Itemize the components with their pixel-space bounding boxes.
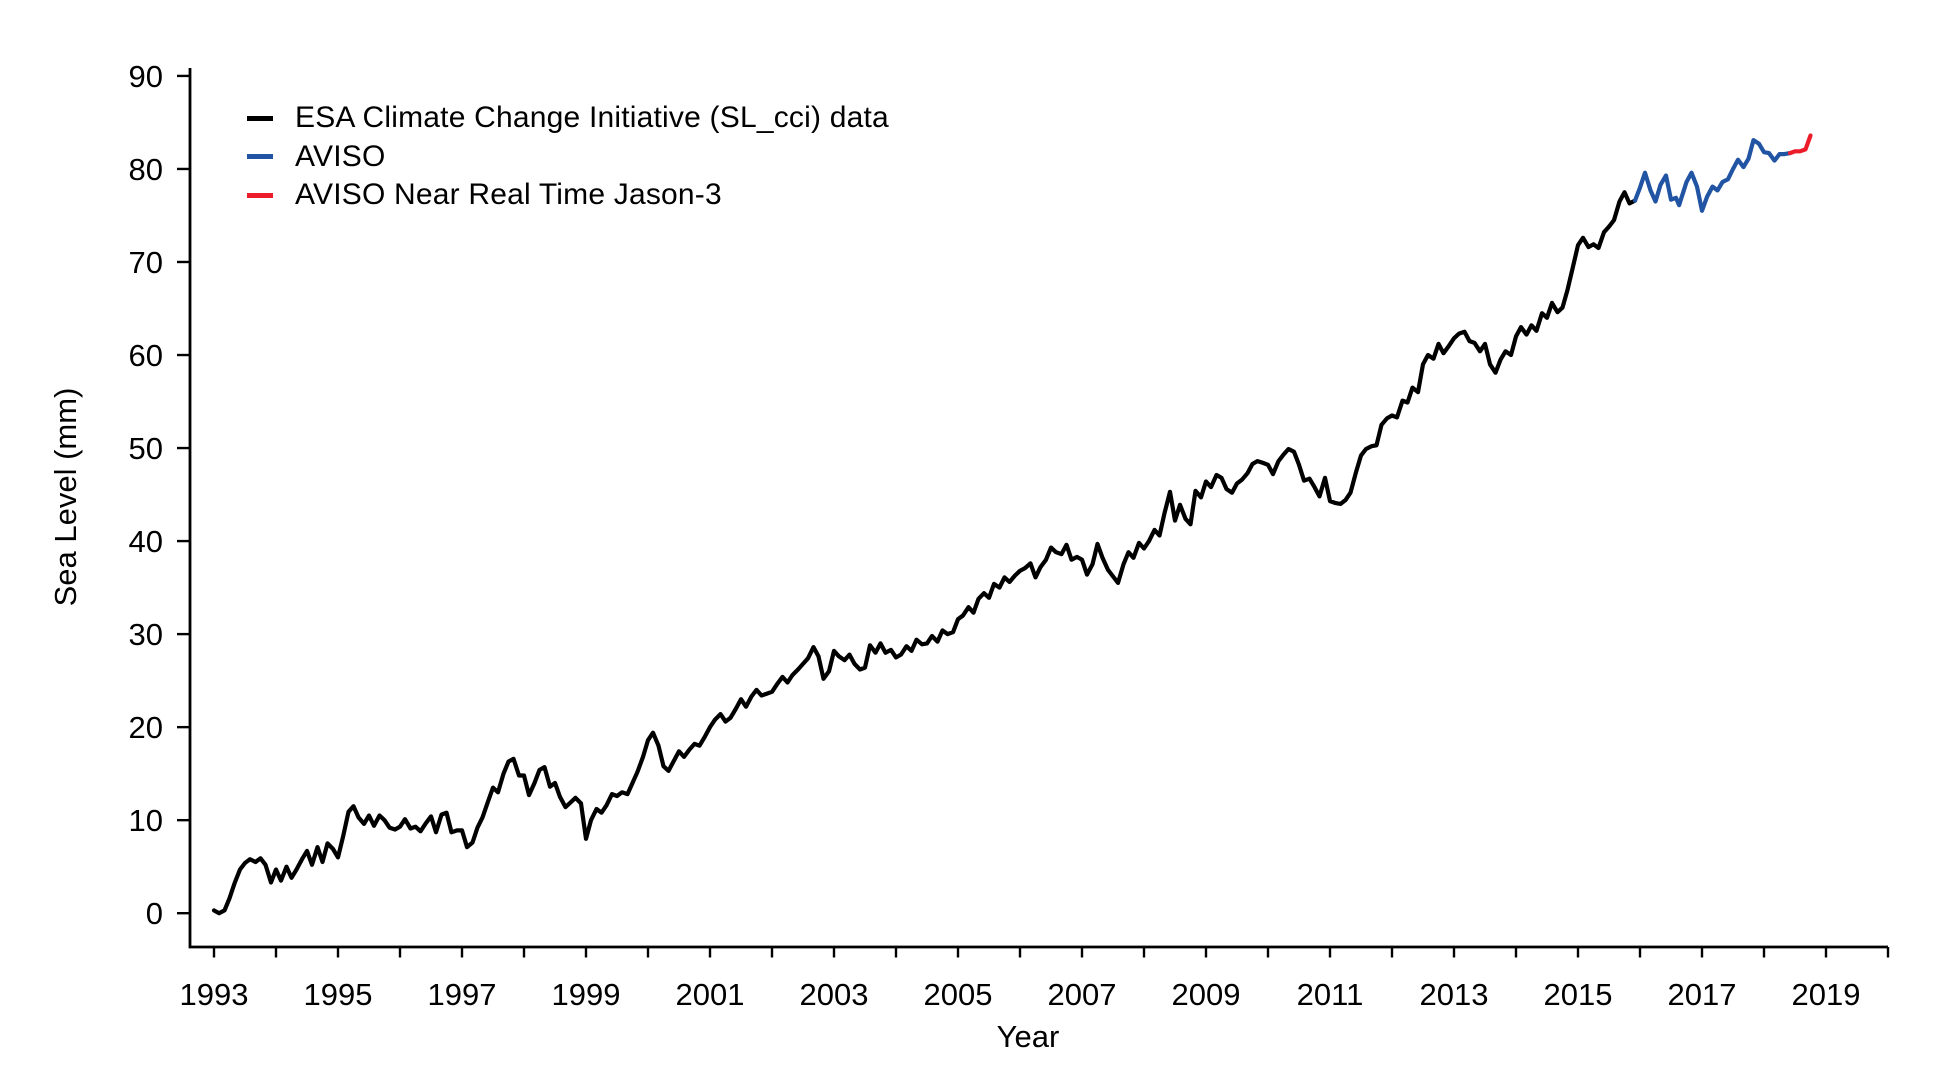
- x-tick-label: 1997: [428, 977, 497, 1012]
- y-tick-label: 60: [129, 338, 163, 373]
- legend-swatch-aviso-icon: [247, 154, 273, 160]
- y-tick-label: 40: [129, 524, 163, 559]
- y-tick-label: 20: [129, 710, 163, 745]
- x-tick-label: 1995: [304, 977, 373, 1012]
- x-tick-label: 2001: [676, 977, 745, 1012]
- y-axis-title: Sea Level (mm): [48, 387, 83, 607]
- y-tick-label: 90: [129, 59, 163, 94]
- x-axis-title: Year: [996, 1019, 1060, 1054]
- legend-item-esa: ESA Climate Change Initiative (SL_cci) d…: [247, 99, 889, 138]
- x-tick-label: 1999: [552, 977, 621, 1012]
- series-esa-cci-line: [211, 190, 1638, 916]
- y-tick-label: 30: [129, 617, 163, 652]
- y-tick-label: 0: [146, 896, 163, 931]
- y-tick-label: 70: [129, 245, 163, 280]
- x-tick-label: 2009: [1172, 977, 1241, 1012]
- axis-spine: [188, 68, 1888, 949]
- x-tick-label: 2007: [1048, 977, 1117, 1012]
- y-tick-label: 10: [129, 803, 163, 838]
- series-jason3-line: [1787, 133, 1813, 156]
- x-tick-label: 2011: [1297, 977, 1364, 1012]
- legend-item-jason3: AVISO Near Real Time Jason-3: [247, 176, 889, 215]
- legend-label-jason3: AVISO Near Real Time Jason-3: [295, 178, 722, 212]
- series-aviso-line: [1632, 138, 1793, 213]
- legend-label-aviso: AVISO: [295, 139, 386, 173]
- x-tick-label: 2005: [924, 977, 993, 1012]
- x-tick-label: 2019: [1792, 977, 1861, 1012]
- x-tick-label: 2017: [1668, 977, 1737, 1012]
- y-tick-label: 50: [129, 431, 163, 466]
- legend-item-aviso: AVISO: [247, 138, 889, 177]
- legend-label-esa: ESA Climate Change Initiative (SL_cci) d…: [295, 101, 889, 135]
- legend-swatch-jason3-icon: [247, 192, 273, 198]
- x-tick-label: 2013: [1420, 977, 1489, 1012]
- x-tick-label: 1993: [180, 977, 249, 1012]
- legend: ESA Climate Change Initiative (SL_cci) d…: [247, 99, 889, 215]
- y-tick-label: 80: [129, 152, 163, 187]
- x-tick-label: 2003: [800, 977, 869, 1012]
- legend-swatch-esa-icon: [247, 115, 273, 121]
- x-tick-label: 2015: [1544, 977, 1613, 1012]
